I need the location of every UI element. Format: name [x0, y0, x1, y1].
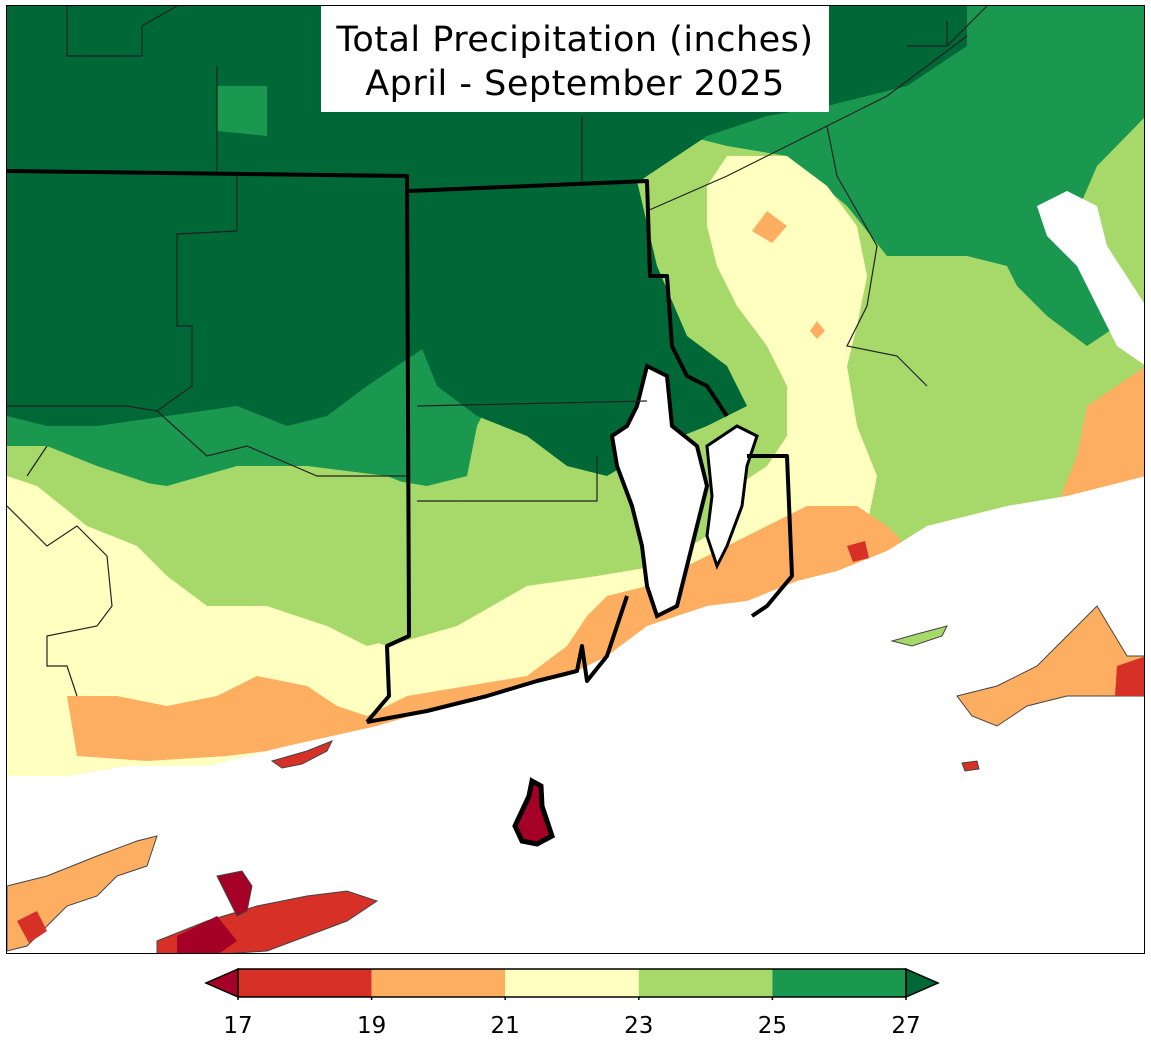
long-island-spot [216, 870, 253, 917]
map-frame[interactable] [6, 5, 1145, 954]
colorbar [204, 967, 940, 1000]
precip-spot-orange-2 [810, 321, 825, 339]
county-boundaries [7, 6, 988, 697]
colorbar-tick-label: 25 [757, 1013, 788, 1039]
precipitation-map[interactable] [7, 6, 1145, 954]
marthas-vineyard [956, 605, 1144, 727]
colorbar-tick-label: 27 [891, 1013, 921, 1039]
colorbar-segment [371, 969, 506, 997]
long-island-red-core [177, 916, 237, 953]
colorbar-outline [237, 968, 907, 998]
colorbar-tick-label: 21 [490, 1013, 520, 1039]
colorbar-tick-label: 19 [356, 1013, 387, 1039]
long-island [7, 835, 158, 952]
map-title: Total Precipitation (inches) [336, 20, 814, 60]
colorbar-under-arrow [204, 967, 239, 999]
state-boundaries [7, 169, 794, 724]
marthas-vineyard-east-red [1115, 656, 1144, 696]
nomans-land [961, 760, 980, 772]
elizabeth-islands [890, 625, 948, 647]
precip-zone-19-21 [67, 506, 907, 761]
colorbar-segment [638, 969, 773, 997]
colorbar-segment [505, 969, 639, 997]
colorbar-segment [772, 969, 906, 997]
precip-spot-red-1 [847, 541, 869, 562]
narragansett-bay-east [705, 424, 759, 570]
colorbar-segment [238, 969, 372, 997]
colorbar-tick-label: 17 [223, 1013, 253, 1039]
colorbar-tick-label: 23 [624, 1013, 654, 1039]
precip-zone-lighter-patch [217, 86, 267, 136]
precip-spot-orange-1 [752, 211, 787, 243]
title-box: Total Precipitation (inches) April - Sep… [321, 6, 829, 112]
fishers-island [270, 740, 334, 769]
long-island-west-red [17, 911, 47, 943]
colorbar-segments [204, 967, 940, 1000]
cape-cod-bay [1037, 191, 1144, 365]
ocean [7, 476, 1144, 953]
map-subtitle: April - September 2025 [365, 64, 785, 104]
precip-zone-23-25-mid [97, 466, 727, 646]
colorbar-over-arrow [905, 967, 940, 999]
narragansett-bay [609, 363, 710, 619]
block-island [512, 777, 556, 847]
precip-zone-25-27-east [997, 196, 1117, 346]
